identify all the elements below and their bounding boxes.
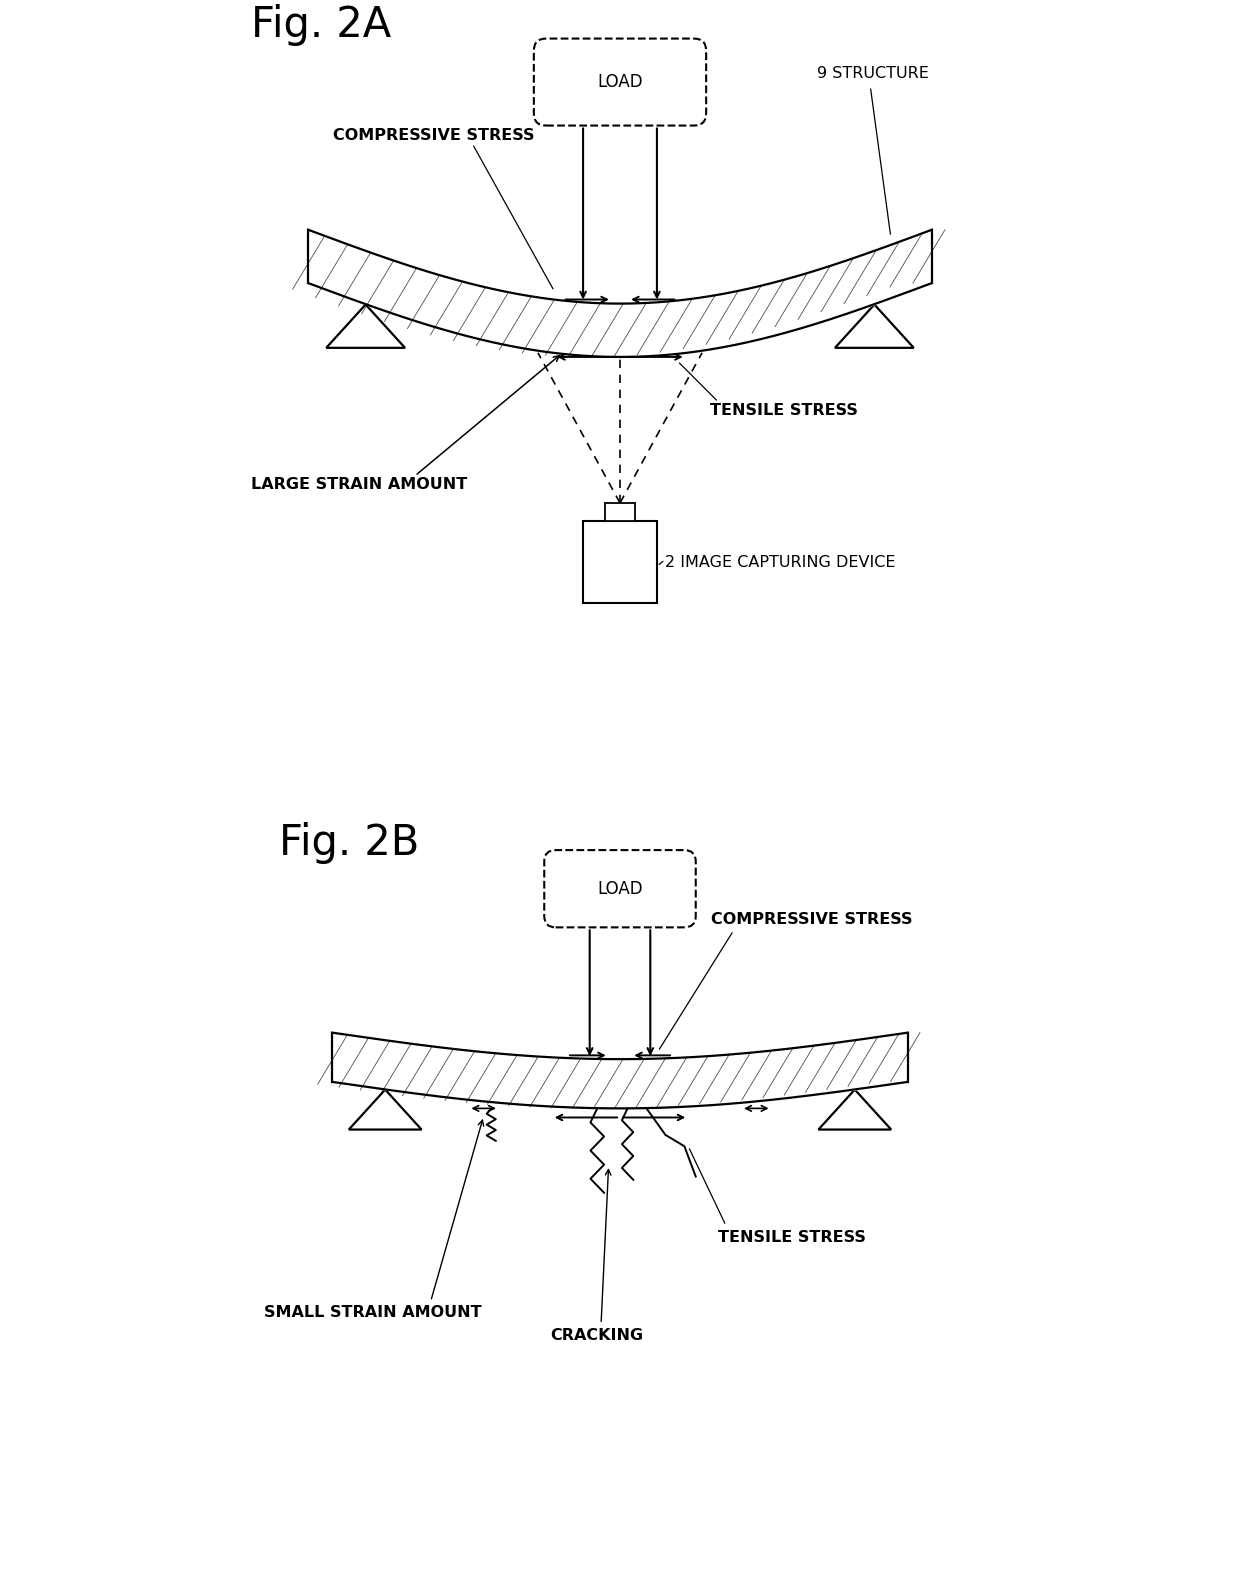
Text: LOAD: LOAD	[598, 73, 642, 92]
Text: COMPRESSIVE STRESS: COMPRESSIVE STRESS	[332, 128, 534, 144]
FancyBboxPatch shape	[544, 851, 696, 928]
Bar	[605, 503, 635, 521]
Text: 9 STRUCTURE: 9 STRUCTURE	[817, 66, 929, 82]
Text: COMPRESSIVE STRESS: COMPRESSIVE STRESS	[711, 912, 913, 926]
Text: 2 IMAGE CAPTURING DEVICE: 2 IMAGE CAPTURING DEVICE	[665, 554, 895, 570]
Text: LOAD: LOAD	[598, 879, 642, 898]
Text: SMALL STRAIN AMOUNT: SMALL STRAIN AMOUNT	[264, 1305, 481, 1321]
Text: Fig. 2B: Fig. 2B	[279, 822, 419, 865]
Text: CRACKING: CRACKING	[551, 1329, 644, 1343]
Text: TENSILE STRESS: TENSILE STRESS	[711, 402, 858, 418]
Bar	[583, 521, 657, 603]
FancyBboxPatch shape	[534, 38, 706, 126]
Text: Fig. 2A: Fig. 2A	[250, 3, 391, 46]
Text: LARGE STRAIN AMOUNT: LARGE STRAIN AMOUNT	[250, 477, 467, 492]
Text: TENSILE STRESS: TENSILE STRESS	[718, 1229, 867, 1245]
